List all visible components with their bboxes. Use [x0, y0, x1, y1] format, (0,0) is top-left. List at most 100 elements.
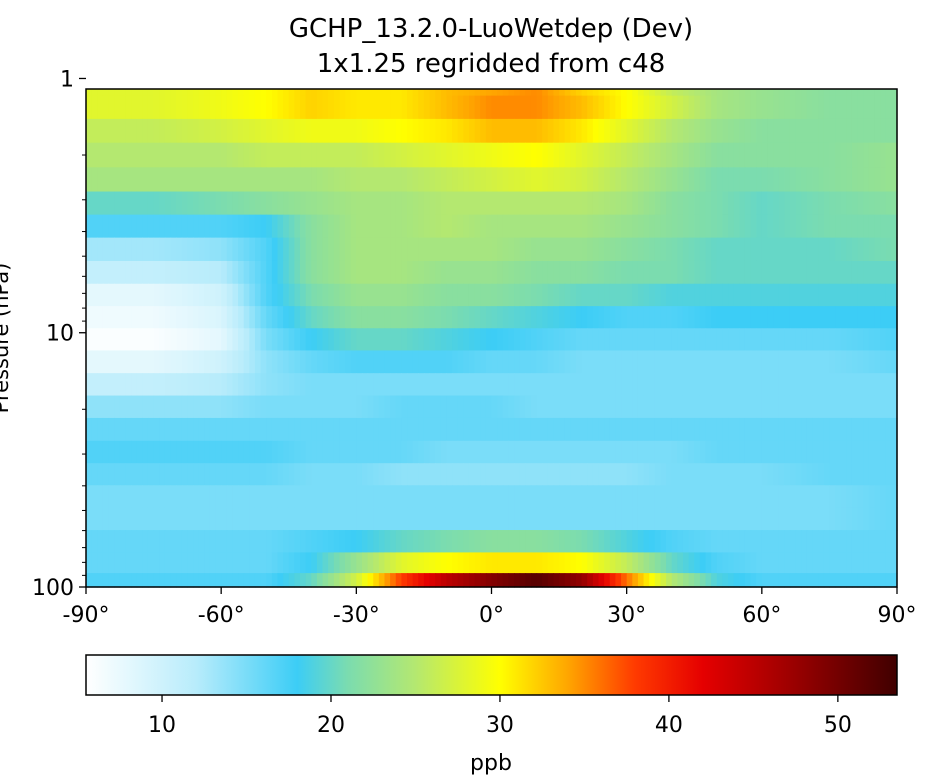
- heatmap-cell: [806, 95, 814, 120]
- x-tick-label: -30°: [333, 603, 380, 628]
- heatmap-cell: [181, 95, 188, 120]
- heatmap-cell: [728, 95, 735, 120]
- heatmap-cell: [249, 573, 256, 588]
- heatmap-cell: [592, 214, 600, 239]
- heatmap-cell: [457, 552, 464, 574]
- heatmap-cell: [328, 237, 335, 262]
- heatmap-cell: [266, 417, 273, 442]
- heatmap-cell: [435, 350, 442, 374]
- heatmap-cell: [756, 118, 763, 144]
- heatmap-cell: [328, 440, 335, 464]
- heatmap-cell: [373, 237, 380, 262]
- heatmap-cell: [204, 237, 211, 262]
- heatmap-cell: [401, 306, 408, 329]
- heatmap-cell: [767, 306, 774, 329]
- heatmap-cell: [666, 350, 673, 374]
- heatmap-cell: [508, 214, 515, 239]
- heatmap-cell: [423, 373, 431, 397]
- heatmap-cell: [846, 191, 853, 216]
- heatmap-cell: [626, 463, 633, 486]
- heatmap-cell: [159, 328, 166, 352]
- heatmap-cell: [756, 95, 763, 120]
- heatmap-cell: [525, 417, 532, 442]
- heatmap-cell: [373, 463, 380, 486]
- heatmap-cell: [373, 167, 380, 193]
- heatmap-cell: [609, 573, 616, 588]
- heatmap-cell: [131, 395, 138, 419]
- heatmap-cell: [744, 167, 752, 193]
- heatmap-cell: [131, 373, 138, 397]
- heatmap-cell: [474, 283, 481, 307]
- heatmap-cell: [733, 552, 740, 574]
- heatmap-cell: [164, 306, 172, 329]
- heatmap-cell: [367, 237, 374, 262]
- heatmap-cell: [412, 214, 419, 239]
- heatmap-cell: [801, 237, 808, 262]
- heatmap-cell: [880, 573, 887, 588]
- heatmap-cell: [125, 463, 132, 486]
- heatmap-cell: [367, 485, 374, 509]
- heatmap-cell: [147, 417, 155, 442]
- heatmap-cell: [356, 142, 363, 168]
- heatmap-cell: [204, 373, 211, 397]
- heatmap-cell: [626, 373, 633, 397]
- heatmap-cell: [254, 463, 262, 486]
- heatmap-cell: [125, 142, 132, 168]
- heatmap-cell: [632, 283, 639, 307]
- heatmap-cell: [773, 260, 780, 285]
- heatmap-cell: [215, 283, 222, 307]
- heatmap-cell: [756, 214, 763, 239]
- heatmap-cell: [835, 328, 842, 352]
- heatmap-cell: [288, 167, 295, 193]
- heatmap-cell: [688, 260, 695, 285]
- heatmap-cell: [232, 530, 239, 554]
- heatmap-cell: [575, 118, 583, 144]
- heatmap-cell: [750, 306, 757, 329]
- heatmap-cell: [452, 167, 459, 193]
- heatmap-cell: [457, 463, 464, 486]
- heatmap-cell: [756, 507, 763, 531]
- heatmap-cell: [615, 485, 622, 509]
- heatmap-cell: [232, 350, 239, 374]
- heatmap-cell: [587, 142, 594, 168]
- heatmap-cell: [153, 463, 160, 486]
- heatmap-cell: [615, 95, 622, 120]
- heatmap-cell: [525, 552, 532, 574]
- heatmap-cell: [221, 283, 228, 307]
- heatmap-cell: [801, 552, 808, 574]
- heatmap-cell: [283, 373, 290, 397]
- heatmap-cell: [739, 440, 746, 464]
- heatmap-cell: [463, 118, 470, 144]
- heatmap-cell: [226, 191, 234, 216]
- heatmap-cell: [682, 530, 690, 554]
- heatmap-cell: [621, 350, 628, 374]
- heatmap-cell: [474, 167, 481, 193]
- heatmap-cell: [756, 142, 763, 168]
- heatmap-cell: [440, 485, 448, 509]
- heatmap-cell: [288, 395, 295, 419]
- x-tick-label: 0°: [479, 603, 504, 628]
- heatmap-cell: [429, 350, 436, 374]
- heatmap-cell: [637, 417, 645, 442]
- heatmap-cell: [823, 191, 831, 216]
- heatmap-cell: [649, 283, 656, 307]
- heatmap-cell: [744, 328, 752, 352]
- heatmap-cell: [716, 485, 724, 509]
- heatmap-cell: [835, 395, 842, 419]
- heatmap-cell: [322, 191, 329, 216]
- heatmap-cell: [119, 417, 127, 442]
- heatmap-cell: [423, 507, 431, 531]
- heatmap-cell: [497, 328, 504, 352]
- heatmap-cell: [271, 283, 279, 307]
- heatmap-cell: [367, 573, 374, 588]
- heatmap-cell: [125, 417, 132, 442]
- heatmap-cell: [429, 237, 436, 262]
- heatmap-cell: [136, 142, 143, 168]
- heatmap-cell: [435, 191, 442, 216]
- heatmap-cell: [136, 440, 143, 464]
- heatmap-cell: [108, 118, 115, 144]
- heatmap-cell: [846, 89, 853, 97]
- heatmap-cell: [226, 283, 234, 307]
- heatmap-cell: [818, 167, 825, 193]
- heatmap-cell: [818, 530, 825, 554]
